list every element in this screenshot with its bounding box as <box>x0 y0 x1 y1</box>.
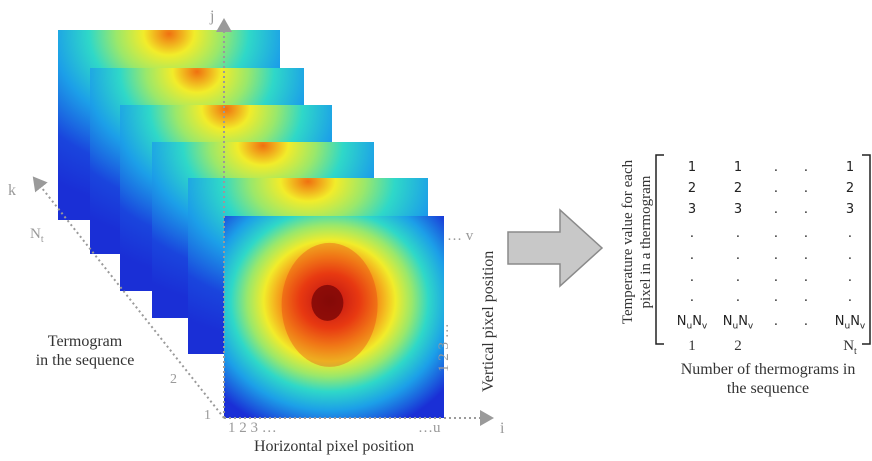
matrix-cell-last: . <box>803 314 809 329</box>
matrix-cell-last: NuNv <box>722 314 754 332</box>
matrix-cell: . <box>735 226 741 241</box>
matrix-cell: 3 <box>845 202 855 217</box>
matrix-cell: . <box>803 202 809 217</box>
matrix-cell-last: NuNv <box>834 314 866 332</box>
thermogram-stack <box>58 30 444 418</box>
matrix-cell: 1 <box>845 160 855 175</box>
horizontal-axis-label: Horizontal pixel position <box>254 438 414 455</box>
nt-label: Nt <box>30 226 44 245</box>
transform-arrow <box>507 208 604 288</box>
matrix-cell: . <box>689 290 695 305</box>
matrix-cell: . <box>773 160 779 175</box>
matrix-cell: . <box>803 290 809 305</box>
matrix-cell: . <box>773 248 779 263</box>
matrix-cell: . <box>803 181 809 196</box>
i-axis-label: i <box>500 420 505 437</box>
matrix-cell: 2 <box>733 181 743 196</box>
matrix-left-bracket <box>655 154 664 345</box>
matrix-cell: . <box>803 160 809 175</box>
frame-1-tick: 1 <box>204 408 211 423</box>
matrix-cell: . <box>803 248 809 263</box>
k-axis <box>32 176 225 419</box>
matrix-cell: . <box>773 270 779 285</box>
matrix-cell: . <box>689 226 695 241</box>
vertical-axis-label: Vertical pixel position <box>480 250 497 392</box>
matrix-cell: . <box>847 226 853 241</box>
k-axis-label: k <box>8 182 16 199</box>
sequence-label-line1: Termogram <box>47 333 123 350</box>
matrix-cell: . <box>847 248 853 263</box>
frame-2-tick: 2 <box>170 372 177 387</box>
matrix-cell: . <box>773 181 779 196</box>
column-axis-label-line2: the sequence <box>726 380 810 397</box>
sequence-label-line2: in the sequence <box>35 352 135 369</box>
row-axis-label-line1: Temperature value for each <box>620 159 636 325</box>
matrix-cell: 1 <box>687 160 697 175</box>
matrix-cell: . <box>803 270 809 285</box>
row-axis-label-line2: pixel in a thermogram <box>638 175 654 309</box>
matrix-cell: 2 <box>687 181 697 196</box>
matrix-cell: . <box>847 270 853 285</box>
horizontal-tick-end: …u <box>418 420 441 436</box>
row-axis-label: Temperature value for each pixel in a th… <box>619 144 655 340</box>
vertical-tick-start: 1 2 3 … <box>436 323 452 372</box>
matrix-cell: 3 <box>733 202 743 217</box>
column-axis-label-line1: Number of thermograms in <box>680 361 856 378</box>
matrix-cell: . <box>735 248 741 263</box>
matrix-cell: 3 <box>687 202 697 217</box>
matrix-cell: . <box>735 270 741 285</box>
matrix-cell-last: NuNv <box>676 314 708 332</box>
matrix-column-label: Nt <box>843 338 857 357</box>
j-axis-label: j <box>210 8 215 25</box>
matrix-cell: 2 <box>845 181 855 196</box>
matrix-cell: . <box>735 290 741 305</box>
matrix-column-label: 2 <box>734 338 742 354</box>
matrix-cell: . <box>803 226 809 241</box>
matrix-column-label: 1 <box>688 338 696 354</box>
thermogram-frame <box>224 216 444 418</box>
matrix-cell: 1 <box>733 160 743 175</box>
matrix-right-bracket <box>862 154 871 345</box>
matrix-cell-last: . <box>773 314 779 329</box>
vertical-tick-end: … v <box>447 228 474 244</box>
matrix-cell: . <box>773 226 779 241</box>
matrix-cell: . <box>773 290 779 305</box>
matrix-cell: . <box>847 290 853 305</box>
column-axis-label: Number of thermograms in the sequence <box>668 360 868 398</box>
matrix-cell: . <box>689 270 695 285</box>
matrix-cell: . <box>773 202 779 217</box>
sequence-label: Termogram in the sequence <box>20 332 150 370</box>
hot-spot-peak <box>311 284 344 321</box>
horizontal-tick-start: 1 2 3 … <box>228 420 277 436</box>
matrix-cell: . <box>689 248 695 263</box>
